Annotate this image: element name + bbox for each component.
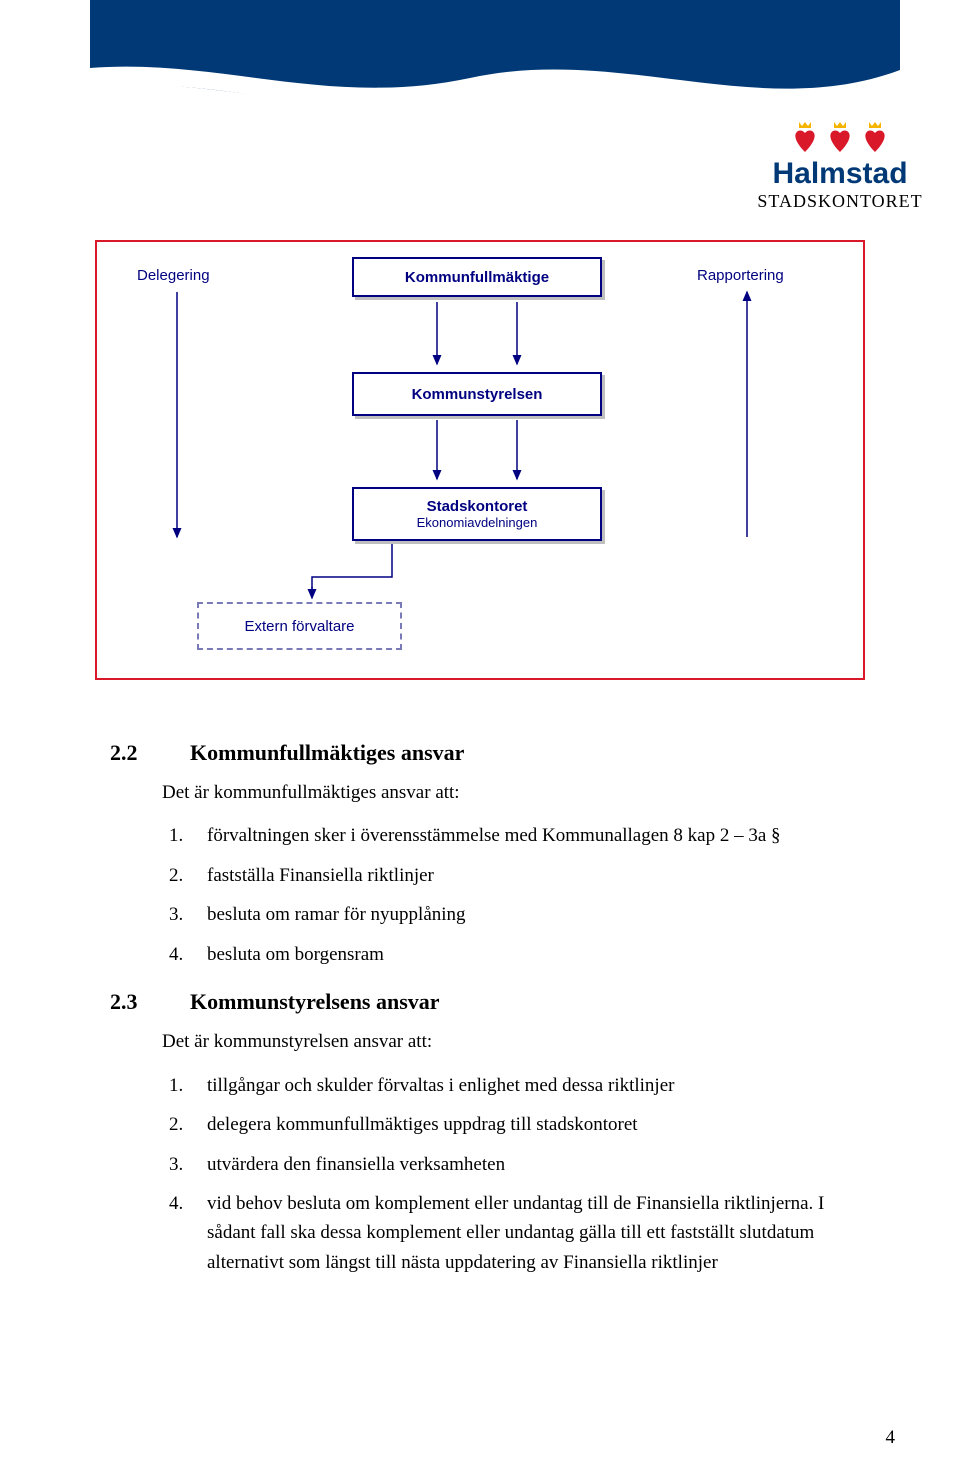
diagram-box-kommunfullmaktige: Kommunfullmäktige (352, 257, 602, 297)
document-body: 2.2 Kommunfullmäktiges ansvar Det är kom… (110, 740, 850, 1297)
box-sublabel: Ekonomiavdelningen (417, 515, 538, 530)
box-label: Stadskontoret (427, 498, 528, 515)
list-item: 1.förvaltningen sker i överensstämmelse … (207, 821, 850, 850)
list-item-text: utvärdera den finansiella verksamheten (207, 1154, 505, 1175)
diagram-box-extern: Extern förvaltare (197, 602, 402, 650)
logo-wordmark: Halmstad (750, 157, 930, 191)
list-item-text: fastställa Finansiella riktlinjer (207, 865, 434, 886)
section-heading-2-3: 2.3 Kommunstyrelsens ansvar (110, 989, 850, 1015)
list-item-text: tillgångar och skulder förvaltas i enlig… (207, 1075, 674, 1096)
list-item: 2.delegera kommunfullmäktiges uppdrag ti… (207, 1110, 850, 1139)
org-diagram: Delegering Rapportering Kommunfullmäktig… (95, 240, 865, 680)
list-item-text: förvaltningen sker i överensstämmelse me… (207, 825, 781, 846)
section-list-2-3: 1.tillgångar och skulder förvaltas i enl… (162, 1071, 850, 1278)
logo-hearts-row (750, 120, 930, 156)
list-item-text: delegera kommunfullmäktiges uppdrag till… (207, 1114, 638, 1135)
section-title: Kommunstyrelsens ansvar (190, 989, 440, 1015)
diagram-box-stadskontoret: Stadskontoret Ekonomiavdelningen (352, 487, 602, 541)
diagram-label-delegering: Delegering (137, 267, 210, 284)
section-intro: Det är kommunstyrelsen ansvar att: (162, 1027, 850, 1056)
list-item: 1.tillgångar och skulder förvaltas i enl… (207, 1071, 850, 1100)
list-item: 4.besluta om borgensram (207, 940, 850, 969)
diagram-label-rapportering: Rapportering (697, 267, 784, 284)
page-header: Halmstad STADSKONTORET (0, 0, 960, 200)
heart-crown-icon (859, 120, 891, 156)
list-item-text: vid behov besluta om komplement eller un… (207, 1193, 824, 1273)
section-number: 2.2 (110, 740, 162, 766)
list-item-text: besluta om borgensram (207, 944, 384, 965)
box-label: Kommunstyrelsen (412, 386, 543, 403)
section-list-2-2: 1.förvaltningen sker i överensstämmelse … (162, 821, 850, 969)
section-heading-2-2: 2.2 Kommunfullmäktiges ansvar (110, 740, 850, 766)
heart-crown-icon (824, 120, 856, 156)
list-item: 4.vid behov besluta om komplement eller … (207, 1189, 850, 1277)
list-item: 3.utvärdera den finansiella verksamheten (207, 1150, 850, 1179)
page-number: 4 (886, 1427, 896, 1449)
section-number: 2.3 (110, 989, 162, 1015)
list-item: 3.besluta om ramar för nyupplåning (207, 900, 850, 929)
list-item-text: besluta om ramar för nyupplåning (207, 904, 466, 925)
diagram-box-kommunstyrelsen: Kommunstyrelsen (352, 372, 602, 416)
box-label: Kommunfullmäktige (405, 269, 549, 286)
logo: Halmstad STADSKONTORET (750, 120, 930, 212)
logo-subtitle: STADSKONTORET (750, 191, 930, 212)
section-intro: Det är kommunfullmäktiges ansvar att: (162, 778, 850, 807)
box-label: Extern förvaltare (244, 618, 354, 635)
section-title: Kommunfullmäktiges ansvar (190, 740, 464, 766)
list-item: 2.fastställa Finansiella riktlinjer (207, 861, 850, 890)
heart-crown-icon (789, 120, 821, 156)
